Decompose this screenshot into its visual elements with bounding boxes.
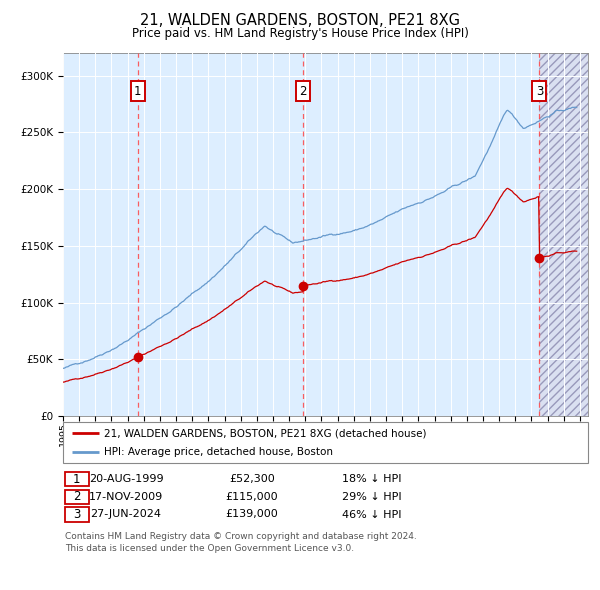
Text: 20-AUG-1999: 20-AUG-1999 xyxy=(89,474,163,484)
Text: This data is licensed under the Open Government Licence v3.0.: This data is licensed under the Open Gov… xyxy=(65,544,354,553)
Text: £115,000: £115,000 xyxy=(226,492,278,502)
Text: 29% ↓ HPI: 29% ↓ HPI xyxy=(342,492,402,502)
Text: 1: 1 xyxy=(134,85,142,98)
Text: £52,300: £52,300 xyxy=(229,474,275,484)
Text: 3: 3 xyxy=(73,508,80,521)
Text: HPI: Average price, detached house, Boston: HPI: Average price, detached house, Bost… xyxy=(104,447,333,457)
Text: Contains HM Land Registry data © Crown copyright and database right 2024.: Contains HM Land Registry data © Crown c… xyxy=(65,532,416,541)
Text: 2: 2 xyxy=(299,85,307,98)
Text: 46% ↓ HPI: 46% ↓ HPI xyxy=(342,510,402,519)
Text: 2: 2 xyxy=(73,490,80,503)
Text: 27-JUN-2024: 27-JUN-2024 xyxy=(91,510,161,519)
Text: Price paid vs. HM Land Registry's House Price Index (HPI): Price paid vs. HM Land Registry's House … xyxy=(131,27,469,40)
Bar xyxy=(539,53,588,416)
Text: 21, WALDEN GARDENS, BOSTON, PE21 8XG (detached house): 21, WALDEN GARDENS, BOSTON, PE21 8XG (de… xyxy=(104,428,426,438)
Text: 17-NOV-2009: 17-NOV-2009 xyxy=(89,492,163,502)
Text: 21, WALDEN GARDENS, BOSTON, PE21 8XG: 21, WALDEN GARDENS, BOSTON, PE21 8XG xyxy=(140,13,460,28)
Text: 3: 3 xyxy=(536,85,543,98)
Text: 18% ↓ HPI: 18% ↓ HPI xyxy=(342,474,402,484)
Text: £139,000: £139,000 xyxy=(226,510,278,519)
Text: 1: 1 xyxy=(73,473,80,486)
